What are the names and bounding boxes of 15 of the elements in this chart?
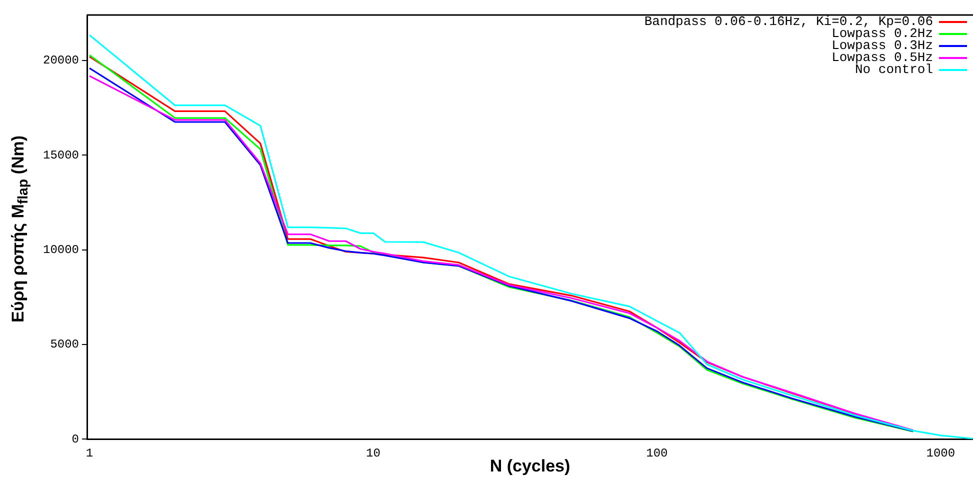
x-tick-label: 10 [366, 446, 380, 461]
legend-label: Lowpass 0.2Hz [832, 26, 933, 41]
y-tick-label: 20000 [42, 54, 80, 68]
x-axis-title: N (cycles) [490, 456, 570, 476]
y-tick-label: 10000 [42, 242, 80, 257]
legend-label: Lowpass 0.5Hz [832, 50, 933, 65]
legend-label: Bandpass 0.06-0.16Hz, Ki=0.2, Kp=0.06 [644, 14, 933, 29]
legend-label: Lowpass 0.3Hz [832, 38, 933, 53]
y-tick-label: 15000 [42, 148, 80, 162]
x-tick-label: 1 [86, 446, 94, 461]
legend-label: No control [854, 62, 933, 77]
x-tick-label: 100 [646, 446, 668, 461]
y-tick-label: 0 [72, 432, 80, 446]
x-tick-label: 1000 [926, 446, 956, 461]
y-tick-label: 5000 [50, 338, 80, 352]
